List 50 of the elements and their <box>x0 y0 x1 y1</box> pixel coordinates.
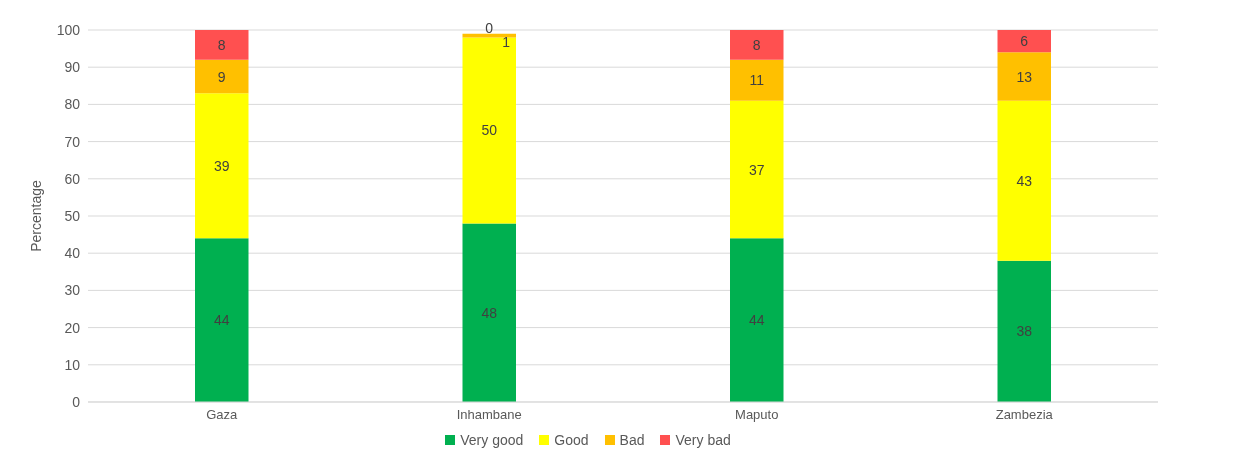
bar <box>997 260 1051 402</box>
x-tick-label: Inhambane <box>456 407 522 423</box>
data-label: 44 <box>213 312 230 329</box>
bar <box>195 30 249 60</box>
data-label: 44 <box>748 312 765 329</box>
y-tick-label: 40 <box>64 245 81 262</box>
y-tick-label: 30 <box>64 282 81 299</box>
data-label: 6 <box>1020 33 1029 50</box>
x-tick-label: Zambezia <box>995 407 1054 423</box>
y-tick-label: 90 <box>64 59 81 76</box>
y-tick-label: 60 <box>64 170 81 187</box>
bar <box>462 37 516 224</box>
data-label: 0 <box>485 19 494 36</box>
legend-label: Very bad <box>675 432 731 448</box>
bar <box>195 238 249 402</box>
x-tick-label: Gaza <box>206 407 239 423</box>
data-label: 9 <box>217 68 226 85</box>
data-label: 8 <box>752 36 761 53</box>
y-tick-label: 100 <box>56 21 81 38</box>
x-tick-label: Maputo <box>735 407 779 423</box>
legend-label: Good <box>554 432 589 448</box>
bar <box>730 238 784 402</box>
y-tick-label: 10 <box>64 356 81 373</box>
y-tick-label: 0 <box>72 393 81 410</box>
data-label: 1 <box>502 33 511 50</box>
y-tick-label: 80 <box>64 96 81 113</box>
bar <box>730 30 784 60</box>
y-tick-label: 50 <box>64 207 81 224</box>
data-label: 11 <box>749 72 765 89</box>
bar <box>730 100 784 239</box>
data-label: 13 <box>1016 68 1033 85</box>
data-label: 50 <box>481 122 498 139</box>
bar <box>997 52 1051 101</box>
bar <box>997 100 1051 261</box>
bar <box>195 93 249 239</box>
legend-label: Very good <box>460 432 524 448</box>
data-label: 8 <box>217 36 226 53</box>
bar <box>462 223 516 402</box>
y-axis-title: Percentage <box>27 179 44 252</box>
bar <box>730 59 784 101</box>
y-tick-label: 70 <box>64 133 81 150</box>
y-tick-label: 20 <box>64 319 81 336</box>
data-label: 43 <box>1016 172 1033 189</box>
bar <box>997 30 1051 53</box>
data-label: 39 <box>213 157 230 174</box>
data-label: 48 <box>481 304 498 321</box>
legend-label: Bad <box>619 432 645 448</box>
data-label: 37 <box>748 161 765 178</box>
data-label: 38 <box>1016 323 1033 340</box>
bar <box>195 59 249 94</box>
